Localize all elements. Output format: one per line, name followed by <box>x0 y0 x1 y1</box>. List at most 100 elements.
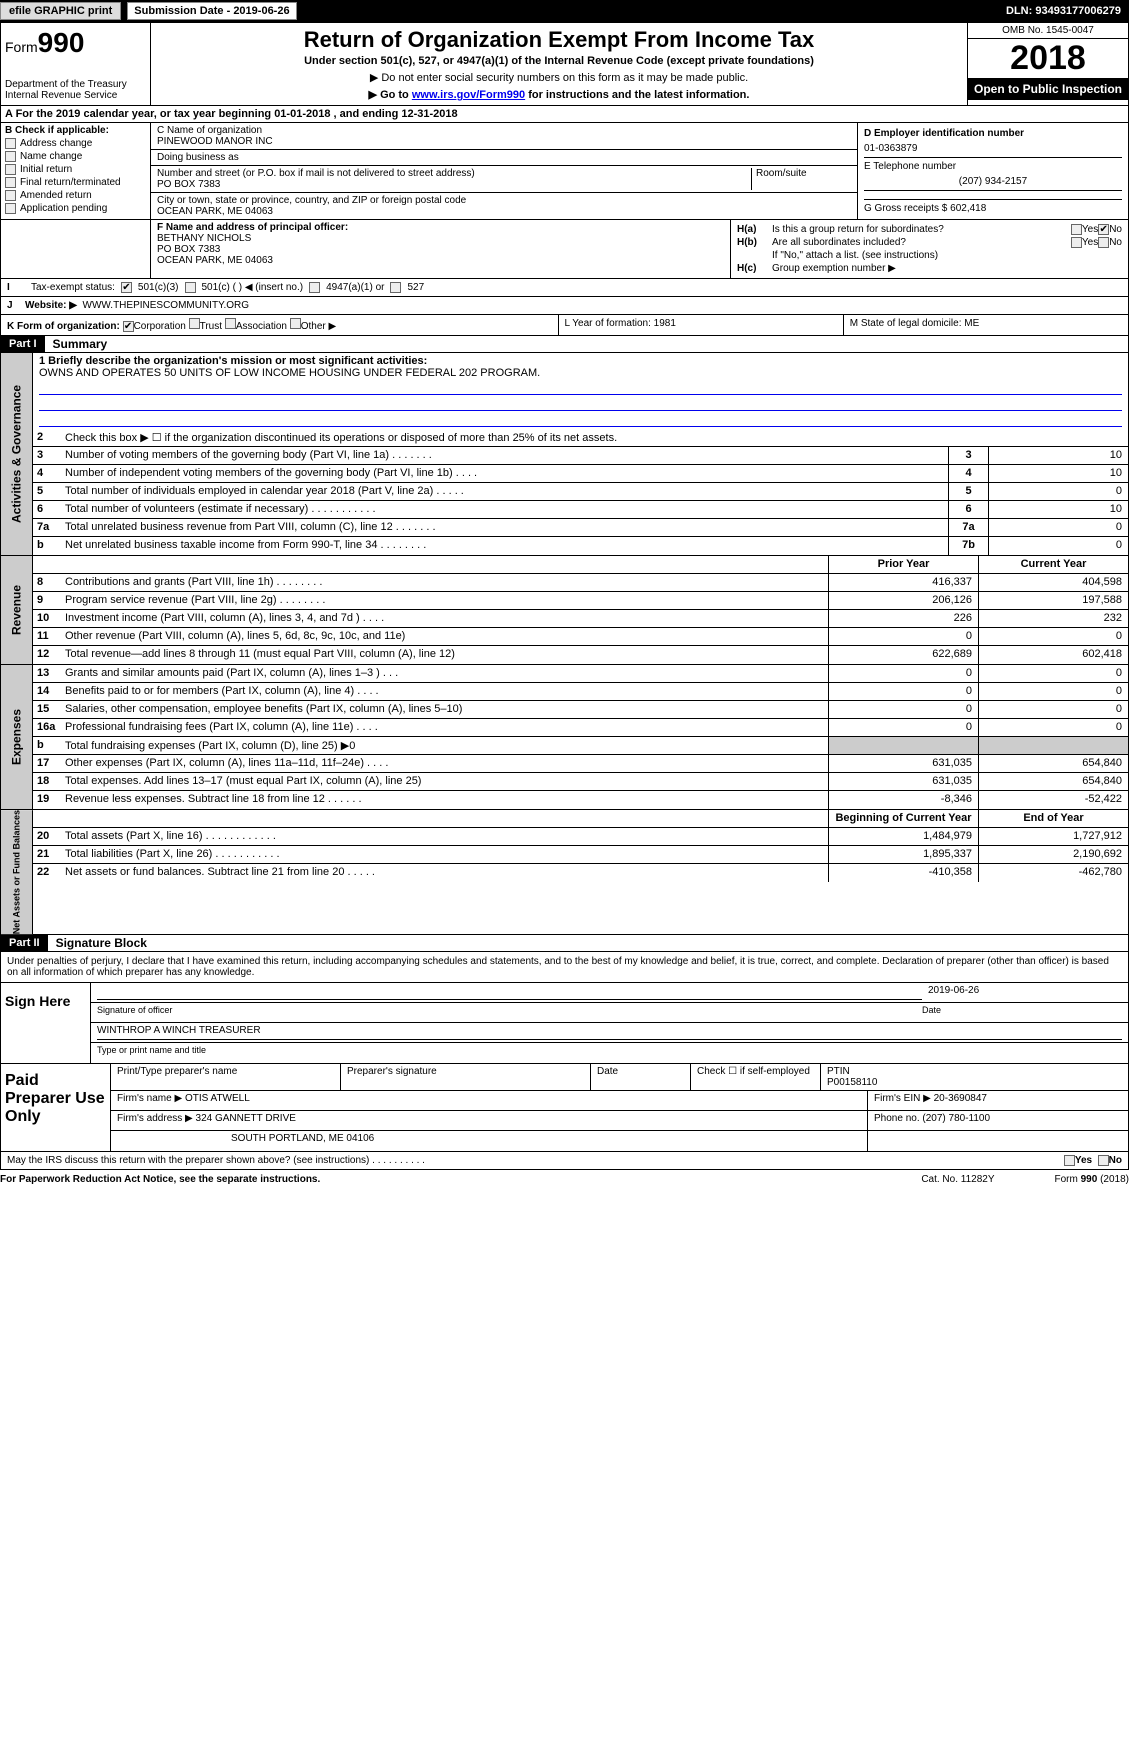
part2-num: Part II <box>1 935 48 951</box>
tel-label: E Telephone number <box>864 161 1122 172</box>
column-h: H(a)Is this a group return for subordina… <box>731 220 1128 278</box>
chk-assoc[interactable] <box>225 318 236 329</box>
column-d: D Employer identification number01-03638… <box>858 123 1128 219</box>
dba-label: Doing business as <box>157 152 851 163</box>
open-to-public: Open to Public Inspection <box>968 78 1128 100</box>
begin-year-hdr: Beginning of Current Year <box>828 810 978 827</box>
discuss-text: May the IRS discuss this return with the… <box>7 1155 1064 1166</box>
date-label: Date <box>922 1005 1122 1020</box>
firm-addr2: SOUTH PORTLAND, ME 04106 <box>111 1131 868 1151</box>
summary-line: 17Other expenses (Part IX, column (A), l… <box>33 755 1128 773</box>
mission-label: 1 Briefly describe the organization's mi… <box>39 355 1122 367</box>
perjury-statement: Under penalties of perjury, I declare th… <box>0 952 1129 983</box>
summary-line: 8Contributions and grants (Part VIII, li… <box>33 574 1128 592</box>
summary-line: 13Grants and similar amounts paid (Part … <box>33 665 1128 683</box>
paid-preparer-label: Paid Preparer Use Only <box>1 1064 111 1151</box>
website-url: WWW.THEPINESCOMMUNITY.ORG <box>83 300 249 311</box>
summary-line: 5Total number of individuals employed in… <box>33 483 1128 501</box>
efile-button[interactable]: efile GRAPHIC print <box>0 2 121 20</box>
discuss-row: May the IRS discuss this return with the… <box>0 1152 1129 1170</box>
chk-501c3[interactable] <box>121 282 132 293</box>
ptin: P00158110 <box>827 1077 877 1088</box>
sign-here-section: Sign Here 2019-06-26 Signature of office… <box>0 983 1129 1064</box>
print-name-label: Type or print name and title <box>91 1043 1128 1063</box>
firm-ein-label: Firm's EIN ▶ <box>874 1093 931 1104</box>
chk-other[interactable] <box>290 318 301 329</box>
tax-year: 2018 <box>968 39 1128 78</box>
officer-street: PO BOX 7383 <box>157 244 724 255</box>
chk-initial-return[interactable]: Initial return <box>5 164 146 175</box>
column-c: C Name of organizationPINEWOOD MANOR INC… <box>151 123 858 219</box>
chk-501c[interactable] <box>185 282 196 293</box>
hb2-text: If "No," attach a list. (see instruction… <box>772 250 938 261</box>
hc-text: Group exemption number ▶ <box>772 263 896 274</box>
column-f: F Name and address of principal officer:… <box>151 220 731 278</box>
summary-line: 4Number of independent voting members of… <box>33 465 1128 483</box>
form-header: Form990 Department of the Treasury Inter… <box>0 22 1129 106</box>
form-title: Return of Organization Exempt From Incom… <box>157 27 961 53</box>
summary-line: 3Number of voting members of the governi… <box>33 447 1128 465</box>
activities-governance-section: Activities & Governance 1 Briefly descri… <box>0 353 1129 556</box>
summary-line: 16aProfessional fundraising fees (Part I… <box>33 719 1128 737</box>
chk-trust[interactable] <box>189 318 200 329</box>
chk-527[interactable] <box>390 282 401 293</box>
mission-text: OWNS AND OPERATES 50 UNITS OF LOW INCOME… <box>39 367 1122 379</box>
firm-name: OTIS ATWELL <box>185 1093 250 1104</box>
self-employed-chk: Check ☐ if self-employed <box>691 1064 821 1090</box>
form-page: Form 990 (2018) <box>1055 1174 1129 1185</box>
city-label: City or town, state or province, country… <box>157 195 851 206</box>
irs-link[interactable]: www.irs.gov/Form990 <box>412 89 525 101</box>
summary-line: 14Benefits paid to or for members (Part … <box>33 683 1128 701</box>
sign-here-label: Sign Here <box>1 983 91 1063</box>
expenses-section: Expenses 13Grants and similar amounts pa… <box>0 665 1129 810</box>
b-header: B Check if applicable: <box>5 125 146 136</box>
officer-city: OCEAN PARK, ME 04063 <box>157 255 724 266</box>
preparer-date-hdr: Date <box>591 1064 691 1090</box>
part2-header: Part II Signature Block <box>0 935 1129 952</box>
chk-name-change[interactable]: Name change <box>5 151 146 162</box>
note-ssn: ▶ Do not enter social security numbers o… <box>157 71 961 84</box>
chk-pending[interactable]: Application pending <box>5 203 146 214</box>
hb-no[interactable] <box>1098 237 1109 248</box>
chk-amended[interactable]: Amended return <box>5 190 146 201</box>
officer-name: BETHANY NICHOLS <box>157 233 724 244</box>
summary-line: 6Total number of volunteers (estimate if… <box>33 501 1128 519</box>
chk-4947[interactable] <box>309 282 320 293</box>
summary-line: 20Total assets (Part X, line 16) . . . .… <box>33 828 1128 846</box>
chk-corp[interactable] <box>123 321 134 332</box>
summary-line: 18Total expenses. Add lines 13–17 (must … <box>33 773 1128 791</box>
officer-label: F Name and address of principal officer: <box>157 222 724 233</box>
phone-label: Phone no. <box>874 1113 920 1124</box>
chk-final-return[interactable]: Final return/terminated <box>5 177 146 188</box>
ha-yes[interactable] <box>1071 224 1082 235</box>
row-j-website: JWebsite: ▶ WWW.THEPINESCOMMUNITY.ORG <box>0 297 1129 315</box>
preparer-sig-hdr: Preparer's signature <box>341 1064 591 1090</box>
page-footer: For Paperwork Reduction Act Notice, see … <box>0 1170 1129 1189</box>
telephone: (207) 934-2157 <box>864 176 1122 187</box>
top-bar: efile GRAPHIC print Submission Date - 20… <box>0 0 1129 22</box>
ha-no[interactable] <box>1098 224 1109 235</box>
summary-line: 10Investment income (Part VIII, column (… <box>33 610 1128 628</box>
summary-line: 22Net assets or fund balances. Subtract … <box>33 864 1128 882</box>
discuss-no[interactable] <box>1098 1155 1109 1166</box>
row-a-tax-year: A For the 2019 calendar year, or tax yea… <box>0 106 1129 123</box>
side-net: Net Assets or Fund Balances <box>1 810 33 934</box>
row-klm: K Form of organization: Corporation Trus… <box>0 315 1129 336</box>
part2-title: Signature Block <box>56 936 147 950</box>
firm-phone: (207) 780-1100 <box>922 1113 990 1124</box>
row-i-tax-status: ITax-exempt status: 501(c)(3) 501(c) ( )… <box>0 279 1129 297</box>
summary-line: 12Total revenue—add lines 8 through 11 (… <box>33 646 1128 664</box>
sig-officer-label: Signature of officer <box>97 1005 922 1020</box>
end-year-hdr: End of Year <box>978 810 1128 827</box>
ha-text: Is this a group return for subordinates? <box>772 224 1071 235</box>
submission-date: Submission Date - 2019-06-26 <box>127 2 296 20</box>
preparer-name-hdr: Print/Type preparer's name <box>111 1064 341 1090</box>
org-name: PINEWOOD MANOR INC <box>157 136 851 147</box>
side-exp: Expenses <box>1 665 33 809</box>
discuss-yes[interactable] <box>1064 1155 1075 1166</box>
chk-address-change[interactable]: Address change <box>5 138 146 149</box>
hb-yes[interactable] <box>1071 237 1082 248</box>
ptin-label: PTIN <box>827 1066 850 1077</box>
summary-line: 2Check this box ▶ ☐ if the organization … <box>33 429 1128 447</box>
summary-line: 9Program service revenue (Part VIII, lin… <box>33 592 1128 610</box>
